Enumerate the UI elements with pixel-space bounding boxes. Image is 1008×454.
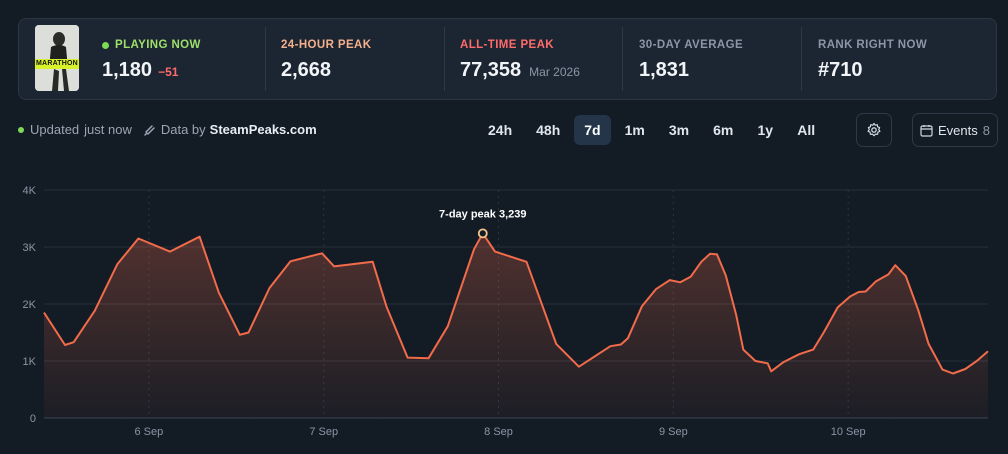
stat-playing-now: Playing now 1,180 −51 bbox=[102, 38, 201, 82]
peak-annotation: 7-day peak 3,239 bbox=[439, 208, 526, 220]
events-label: Events bbox=[938, 122, 978, 138]
stats-card: MARATHON Playing now 1,180 −51 24-hour p… bbox=[18, 18, 997, 100]
settings-button[interactable] bbox=[856, 113, 892, 147]
x-tick-label: 9 Sep bbox=[659, 426, 688, 438]
player-count-chart[interactable]: 0 1K 2K 3K 4K 6 Sep 7 Sep 8 Sep 9 Sep 10 Sep 7-d… bbox=[0, 175, 1008, 454]
y-tick-label: 0 bbox=[30, 413, 36, 425]
x-tick-label: 8 Sep bbox=[484, 426, 513, 438]
gear-icon bbox=[867, 122, 881, 137]
updated-time: just now bbox=[84, 122, 132, 137]
stat-value-all-time-peak: 77,358 bbox=[460, 59, 522, 81]
stat-value-playing-now: 1,180 bbox=[102, 59, 153, 81]
stat-value-30-day-average: 1,831 bbox=[639, 59, 690, 81]
range-tab-1m[interactable]: 1m bbox=[624, 122, 645, 138]
stat-label-all-time-peak: All-time peak bbox=[460, 39, 554, 51]
stat-24h-peak: 24-hour peak 2,668 bbox=[281, 38, 371, 82]
y-tick-label: 1K bbox=[23, 356, 37, 368]
stat-value-rank: #710 bbox=[818, 59, 863, 81]
update-status: Updated just now Data by SteamPeaks.com bbox=[18, 122, 317, 137]
x-tick-label: 6 Sep bbox=[135, 426, 164, 438]
player-count-area bbox=[44, 233, 988, 418]
updated-label: Updated bbox=[30, 122, 80, 137]
stat-label-24h-peak: 24-hour peak bbox=[281, 39, 372, 51]
game-cover-art bbox=[35, 25, 79, 91]
live-indicator-icon bbox=[102, 41, 109, 49]
stat-divider bbox=[801, 27, 802, 91]
stat-30-day-average: 30-day average 1,831 bbox=[639, 38, 743, 82]
stat-label-rank: Rank right now bbox=[818, 39, 928, 51]
chart-toolbar: Updated just now Data by SteamPeaks.com … bbox=[18, 113, 998, 147]
status-dot-icon bbox=[18, 126, 24, 133]
range-tab-6m[interactable]: 6m bbox=[713, 122, 734, 138]
stat-rank: Rank right now #710 bbox=[818, 38, 927, 82]
link-icon bbox=[144, 124, 155, 136]
range-tabs: 24h 48h 7d 1m 3m 6m 1y All bbox=[478, 115, 825, 145]
stat-label-playing-now: Playing now bbox=[115, 39, 201, 51]
game-cover[interactable]: MARATHON bbox=[35, 25, 79, 91]
peak-marker[interactable] bbox=[477, 228, 488, 239]
cover-title: MARATHON bbox=[36, 60, 78, 67]
calendar-icon bbox=[920, 124, 933, 137]
data-by-label: Data by bbox=[160, 122, 206, 137]
y-tick-label: 4K bbox=[23, 185, 37, 197]
data-source-link[interactable]: SteamPeaks.com bbox=[209, 122, 317, 137]
range-tab-24h[interactable]: 24h bbox=[488, 122, 513, 138]
stat-divider bbox=[444, 27, 445, 91]
x-tick-label: 7 Sep bbox=[309, 426, 338, 438]
range-tab-3m[interactable]: 3m bbox=[668, 122, 690, 138]
stat-divider bbox=[265, 27, 266, 91]
range-tab-all[interactable]: All bbox=[797, 122, 816, 138]
range-tab-7d[interactable]: 7d bbox=[574, 115, 611, 145]
x-tick-label: 10 Sep bbox=[831, 426, 866, 438]
range-tab-48h[interactable]: 48h bbox=[536, 122, 561, 138]
stat-divider bbox=[622, 27, 623, 91]
stat-all-time-peak: All-time peak 77,358 Mar 2026 bbox=[460, 38, 580, 82]
y-tick-label: 3K bbox=[23, 242, 37, 254]
events-count: 8 bbox=[982, 122, 990, 138]
range-tab-1y[interactable]: 1y bbox=[757, 122, 774, 138]
player-count-line bbox=[43, 232, 989, 375]
y-tick-label: 2K bbox=[23, 299, 37, 311]
stat-delta-playing-now: −51 bbox=[158, 65, 179, 79]
events-button[interactable]: Events 8 bbox=[912, 113, 998, 147]
stat-value-24h-peak: 2,668 bbox=[281, 59, 332, 81]
stat-date-all-time-peak: Mar 2026 bbox=[529, 65, 580, 79]
stat-label-30-day-average: 30-day average bbox=[639, 39, 744, 51]
